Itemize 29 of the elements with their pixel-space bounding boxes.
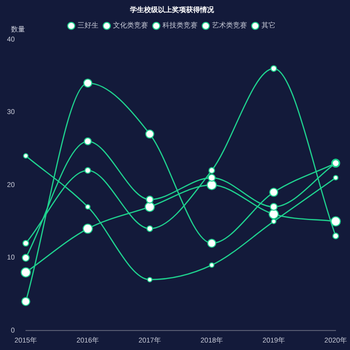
point [22, 254, 30, 262]
point [268, 209, 279, 220]
point [332, 159, 340, 168]
point [144, 202, 155, 212]
point [208, 167, 216, 174]
point [82, 224, 93, 234]
point [83, 78, 92, 88]
point [20, 267, 31, 278]
point [207, 238, 216, 248]
point [145, 130, 154, 139]
point [146, 225, 154, 232]
point [333, 175, 338, 180]
point [208, 174, 216, 182]
point [84, 137, 92, 146]
point [332, 232, 340, 240]
point [269, 188, 278, 197]
point [330, 216, 341, 226]
point [209, 262, 214, 268]
point [147, 276, 152, 282]
point [85, 204, 90, 210]
point [271, 218, 276, 224]
point [21, 296, 30, 306]
point [206, 180, 217, 190]
point [22, 240, 30, 247]
point [270, 65, 278, 72]
point [23, 153, 28, 159]
point [270, 202, 278, 211]
point [84, 167, 92, 174]
point [146, 196, 154, 204]
